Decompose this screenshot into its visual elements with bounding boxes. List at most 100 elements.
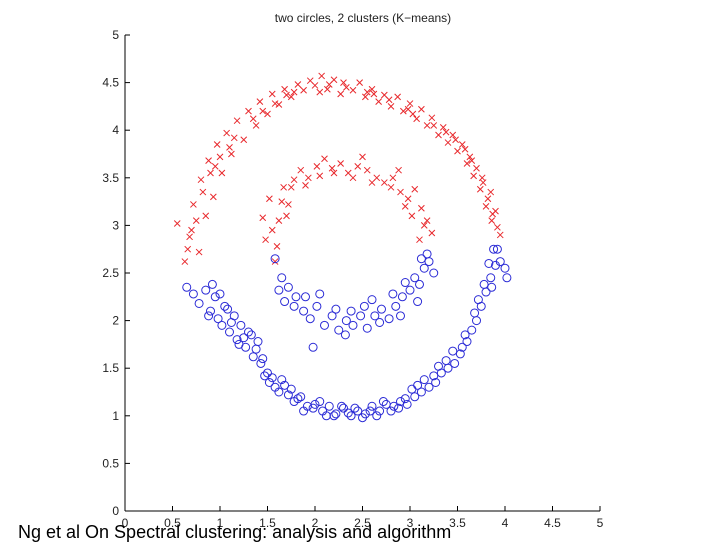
x-marker-point [262, 236, 269, 244]
circle-marker-point [248, 352, 258, 362]
circle-marker-point [331, 409, 341, 419]
x-marker-stroke [482, 203, 490, 210]
circle-marker-point [244, 327, 253, 337]
y-tick-label: 5 [112, 28, 119, 42]
x-marker-point [423, 122, 431, 129]
x-marker-stroke [418, 105, 425, 113]
x-tick-label: 2 [312, 516, 319, 530]
x-marker-point [380, 179, 388, 186]
circle-marker-point [320, 320, 329, 330]
circle-marker-point [210, 292, 220, 302]
circle-marker-point [246, 330, 256, 340]
circle-marker-point [315, 397, 325, 407]
x-marker-point [197, 176, 205, 184]
circle-marker-point [473, 295, 483, 305]
x-marker-point [423, 217, 431, 224]
x-marker-point [428, 229, 436, 237]
x-marker-point [245, 107, 252, 115]
x-marker-point [325, 81, 333, 88]
circle-marker-point [251, 344, 261, 354]
x-marker-stroke [259, 107, 267, 115]
circle-marker-point [264, 377, 274, 387]
circle-marker-point [283, 390, 293, 400]
circle-marker-point [388, 289, 398, 299]
circle-marker-point [396, 311, 405, 321]
x-marker-stroke [478, 174, 486, 182]
x-marker-point [318, 72, 326, 80]
circle-marker-point [299, 306, 309, 316]
x-marker-point [228, 150, 235, 158]
x-marker-point [313, 163, 321, 170]
x-marker-point [330, 169, 338, 177]
x-marker-point [316, 172, 324, 180]
circle-marker-point [394, 403, 404, 413]
x-marker-point [394, 93, 402, 101]
x-marker-point [264, 110, 271, 118]
x-marker-point [216, 153, 224, 161]
x-marker-stroke [209, 193, 217, 201]
x-marker-stroke [487, 188, 495, 196]
x-marker-point [387, 103, 395, 110]
x-marker-point [304, 174, 312, 182]
x-marker-stroke [249, 115, 257, 123]
circle-marker-point [502, 273, 512, 283]
x-marker-stroke [205, 157, 212, 165]
x-marker-stroke [496, 231, 504, 239]
x-marker-stroke [186, 233, 193, 241]
x-marker-point [435, 131, 442, 139]
x-marker-point [496, 231, 504, 239]
y-tick-label: 0 [112, 504, 119, 518]
x-marker-stroke [216, 153, 224, 161]
x-marker-stroke [287, 93, 295, 101]
circle-marker-point [500, 263, 510, 273]
circle-marker-point [402, 399, 412, 409]
y-tick-label: 1 [112, 409, 119, 423]
x-marker-stroke [262, 236, 269, 244]
x-marker-point [370, 90, 378, 98]
x-marker-stroke [306, 77, 314, 85]
circle-marker-point [339, 403, 348, 413]
circle-marker-point [386, 406, 396, 416]
x-marker-stroke [275, 217, 283, 224]
x-tick-label: 2.5 [354, 516, 371, 530]
circle-marker-point [434, 361, 443, 371]
x-marker-stroke [344, 169, 352, 177]
x-marker-stroke [230, 134, 238, 142]
circle-marker-point [405, 285, 415, 295]
x-marker-stroke [361, 93, 369, 101]
x-marker-point [302, 182, 309, 189]
circle-marker-point [270, 254, 280, 264]
x-marker-stroke [442, 128, 450, 136]
x-marker-point [397, 188, 404, 196]
x-marker-stroke [380, 91, 388, 99]
x-tick-label: 1.5 [259, 516, 276, 530]
x-marker-point [404, 105, 412, 113]
x-marker-stroke [454, 147, 461, 155]
x-marker-point [280, 183, 288, 191]
axes: 0 0.5 1 1.5 2 2.5 3 3.5 4 4.5 5 0 0.5 1 1.5 2 2.5 3 3.5 4 4.… [102, 28, 603, 530]
circle-marker-point [372, 411, 382, 421]
x-marker-point [278, 198, 286, 205]
x-marker-stroke [401, 203, 409, 210]
circle-marker-point [321, 411, 331, 421]
x-marker-point [328, 164, 336, 172]
x-marker-stroke [461, 145, 469, 153]
x-marker-point [285, 201, 292, 208]
x-marker-stroke [408, 212, 416, 220]
circle-marker-point [274, 285, 284, 295]
x-marker-stroke [484, 195, 492, 203]
circle-marker-point [225, 327, 234, 337]
circle-marker-point [353, 406, 363, 416]
x-marker-stroke [359, 153, 366, 161]
x-marker-stroke [395, 166, 402, 174]
circle-marker-point [207, 279, 217, 289]
x-marker-point [395, 166, 402, 174]
x-marker-point [297, 166, 305, 174]
x-marker-stroke [223, 129, 231, 137]
x-marker-point [413, 115, 421, 123]
x-marker-stroke [316, 172, 324, 180]
x-marker-point [209, 193, 217, 201]
x-marker-point [466, 153, 474, 161]
x-marker-stroke [313, 163, 321, 170]
circle-marker-point [377, 304, 386, 314]
